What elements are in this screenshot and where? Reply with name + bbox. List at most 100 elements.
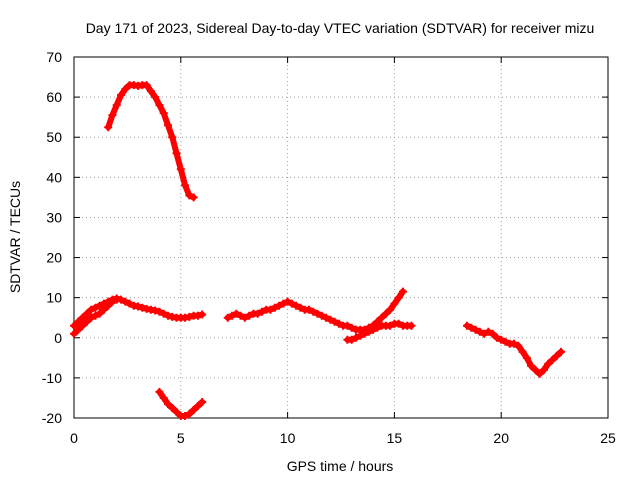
data-point	[176, 165, 185, 174]
data-point	[155, 307, 164, 316]
data-point	[95, 309, 104, 318]
data-point	[198, 397, 207, 406]
x-tick-label: 15	[387, 430, 403, 446]
data-point	[283, 297, 292, 306]
data-point	[108, 297, 117, 306]
data-point	[228, 311, 237, 320]
data-point	[347, 335, 356, 344]
y-tick-label: 0	[54, 330, 62, 346]
data-point	[168, 133, 177, 142]
data-point	[407, 321, 416, 330]
data-point	[266, 305, 275, 314]
data-point	[104, 123, 113, 132]
data-point	[548, 355, 557, 364]
series-arc-negative	[155, 387, 207, 420]
data-point	[87, 305, 96, 314]
data-point	[95, 301, 104, 310]
data-point	[488, 329, 497, 338]
data-point	[223, 313, 232, 322]
data-point	[163, 121, 172, 130]
data-point	[142, 81, 151, 90]
data-point	[326, 315, 335, 324]
data-point	[193, 401, 202, 410]
data-point	[518, 347, 527, 356]
data-point	[497, 335, 506, 344]
data-point	[181, 181, 190, 190]
series-arc-low-3	[463, 321, 566, 378]
data-point	[159, 393, 168, 402]
y-tick-label: 20	[46, 250, 62, 266]
series-arc-high	[104, 81, 198, 202]
data-point	[185, 312, 194, 321]
y-tick-label: 40	[46, 169, 62, 185]
data-point	[475, 327, 484, 336]
x-tick-label: 10	[280, 430, 296, 446]
data-point	[330, 317, 339, 326]
data-point	[557, 347, 566, 356]
data-point	[198, 310, 207, 319]
data-point	[296, 303, 305, 312]
y-tick-label: 30	[46, 209, 62, 225]
data-point	[510, 339, 519, 348]
data-point	[377, 313, 386, 322]
data-point	[275, 301, 284, 310]
data-point	[313, 309, 322, 318]
data-point	[163, 311, 172, 320]
data-point	[181, 411, 190, 420]
x-tick-label: 5	[177, 430, 185, 446]
data-point	[514, 341, 523, 350]
data-point	[531, 365, 540, 374]
data-point	[108, 111, 117, 120]
data-point	[151, 93, 160, 102]
data-point	[322, 313, 331, 322]
data-point	[189, 405, 198, 414]
data-point	[279, 299, 288, 308]
data-point	[82, 317, 91, 326]
data-point	[91, 311, 100, 320]
data-point	[309, 307, 318, 316]
data-point	[189, 193, 198, 202]
data-point	[121, 297, 130, 306]
data-point	[292, 301, 301, 310]
data-point	[116, 91, 125, 100]
data-point	[373, 317, 382, 326]
y-tick-label: -20	[42, 410, 62, 426]
data-point	[172, 407, 181, 416]
data-point	[232, 309, 241, 318]
y-tick-label: 50	[46, 129, 62, 145]
y-tick-label: 60	[46, 89, 62, 105]
chart-title: Day 171 of 2023, Sidereal Day-to-day VTE…	[86, 20, 595, 36]
grid	[74, 57, 608, 418]
data-point	[91, 303, 100, 312]
data-point	[70, 329, 78, 338]
data-point	[394, 319, 403, 328]
data-point	[112, 295, 121, 304]
data-point	[369, 321, 378, 330]
data-point	[70, 321, 78, 330]
data-point	[78, 313, 87, 322]
data-point	[527, 361, 536, 370]
data-point	[270, 303, 279, 312]
data-point	[146, 87, 155, 96]
x-tick-label: 25	[600, 430, 616, 446]
data-point	[155, 387, 164, 396]
data-point	[74, 325, 83, 334]
data-point	[484, 327, 493, 336]
data-point	[236, 311, 245, 320]
data-point	[317, 311, 326, 320]
data-point	[163, 399, 172, 408]
data-point	[121, 85, 130, 94]
series-arc-low-1b	[70, 295, 121, 338]
data-point	[356, 331, 365, 340]
data-point	[522, 353, 531, 362]
plot-frame	[73, 56, 609, 419]
x-tick-label: 0	[70, 430, 78, 446]
data-point	[74, 317, 83, 326]
series-arc-low-2	[223, 297, 378, 334]
data-point	[245, 311, 254, 320]
data-point	[501, 337, 510, 346]
data-point	[82, 309, 91, 318]
data-point	[544, 359, 553, 368]
data-point	[159, 109, 168, 118]
